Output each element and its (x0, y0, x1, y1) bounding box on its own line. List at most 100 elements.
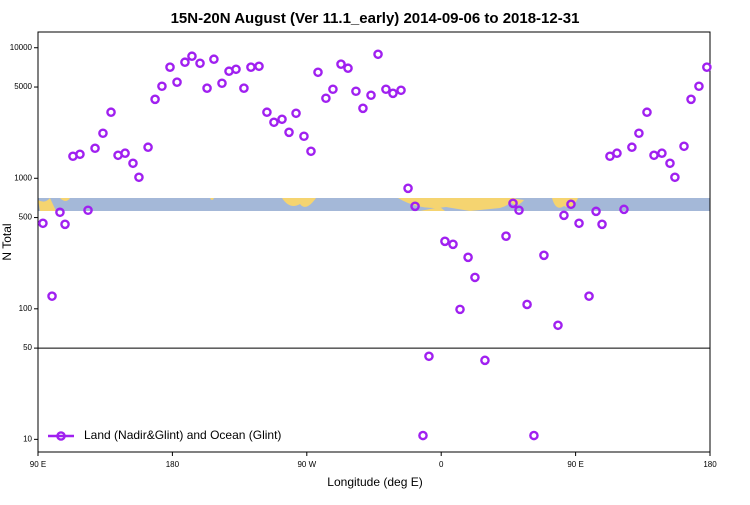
point (455, 304, 465, 315)
point (187, 51, 197, 62)
legend-label: Land (Nadir&Glint) and Ocean (Glint) (84, 428, 281, 442)
point (180, 57, 190, 68)
point (106, 107, 116, 118)
point (508, 198, 518, 209)
point (47, 291, 57, 301)
point (209, 54, 219, 65)
point (366, 90, 376, 101)
point (591, 206, 601, 217)
point (358, 103, 368, 114)
point (634, 128, 644, 139)
point (150, 94, 160, 105)
point (373, 49, 383, 60)
point (60, 219, 70, 230)
point (574, 218, 584, 229)
point (553, 320, 563, 331)
point (694, 81, 704, 92)
point (165, 62, 175, 72)
point (262, 107, 272, 118)
point (642, 107, 652, 118)
y-tick-label: 10 (23, 434, 32, 443)
point (306, 146, 316, 157)
x-tick-label: 90 E (567, 460, 583, 469)
point (480, 355, 490, 366)
y-tick-label: 5000 (14, 82, 32, 91)
point (172, 77, 182, 88)
point (313, 67, 323, 78)
point (501, 231, 511, 241)
point (254, 61, 264, 72)
ocean-strip (38, 198, 710, 211)
point (619, 204, 629, 215)
point (410, 201, 420, 212)
point (75, 149, 85, 160)
point (202, 83, 212, 94)
point (90, 143, 100, 154)
point (627, 142, 637, 153)
point (157, 81, 167, 92)
x-tick-label: 180 (703, 460, 717, 469)
point (239, 83, 249, 94)
plot-frame (37, 31, 711, 453)
point (396, 85, 406, 96)
chart-title: 15N-20N August (Ver 11.1_early) 2014-09-… (171, 10, 580, 27)
x-tick-label: 90 W (297, 460, 316, 469)
point (328, 84, 338, 95)
y-tick-label: 1000 (14, 173, 32, 182)
point (679, 141, 689, 152)
point (403, 183, 413, 194)
land-patches (38, 198, 578, 211)
point (657, 148, 667, 159)
y-tick-label: 10000 (10, 43, 33, 52)
point (231, 64, 241, 75)
point (128, 158, 138, 169)
point (336, 59, 346, 69)
point (522, 299, 532, 310)
point (98, 128, 108, 139)
point (321, 93, 331, 104)
x-axis-label: Longitude (deg E) (327, 475, 422, 489)
y-tick-label: 500 (19, 213, 33, 222)
legend-marker (56, 431, 66, 441)
point (38, 218, 48, 229)
point (702, 62, 712, 72)
point (381, 84, 391, 95)
point (55, 207, 65, 218)
point (440, 236, 450, 247)
point (584, 291, 594, 301)
point (343, 63, 353, 74)
point (670, 172, 680, 183)
point (284, 127, 294, 138)
point (566, 199, 576, 210)
point (559, 210, 569, 221)
point (351, 86, 361, 97)
y-axis-label: N Total (0, 223, 14, 260)
point (134, 172, 144, 183)
point (424, 351, 434, 362)
point (448, 239, 458, 250)
x-tick-label: 90 E (30, 460, 46, 469)
point (217, 78, 227, 89)
point (665, 158, 675, 169)
y-tick-label: 100 (19, 304, 33, 313)
y-tick-label: 50 (23, 343, 32, 352)
point (470, 272, 480, 283)
point (83, 205, 93, 216)
map-strip (38, 198, 710, 211)
point (597, 219, 607, 230)
point (612, 148, 622, 159)
point (269, 117, 279, 128)
point (539, 250, 549, 261)
point (388, 88, 398, 99)
point (277, 114, 287, 125)
point (120, 148, 130, 159)
x-tick-label: 0 (439, 460, 444, 469)
point (195, 58, 205, 69)
point (291, 108, 301, 119)
x-tick-label: 180 (166, 460, 180, 469)
point (686, 94, 696, 105)
point (514, 205, 524, 216)
point (463, 252, 473, 263)
